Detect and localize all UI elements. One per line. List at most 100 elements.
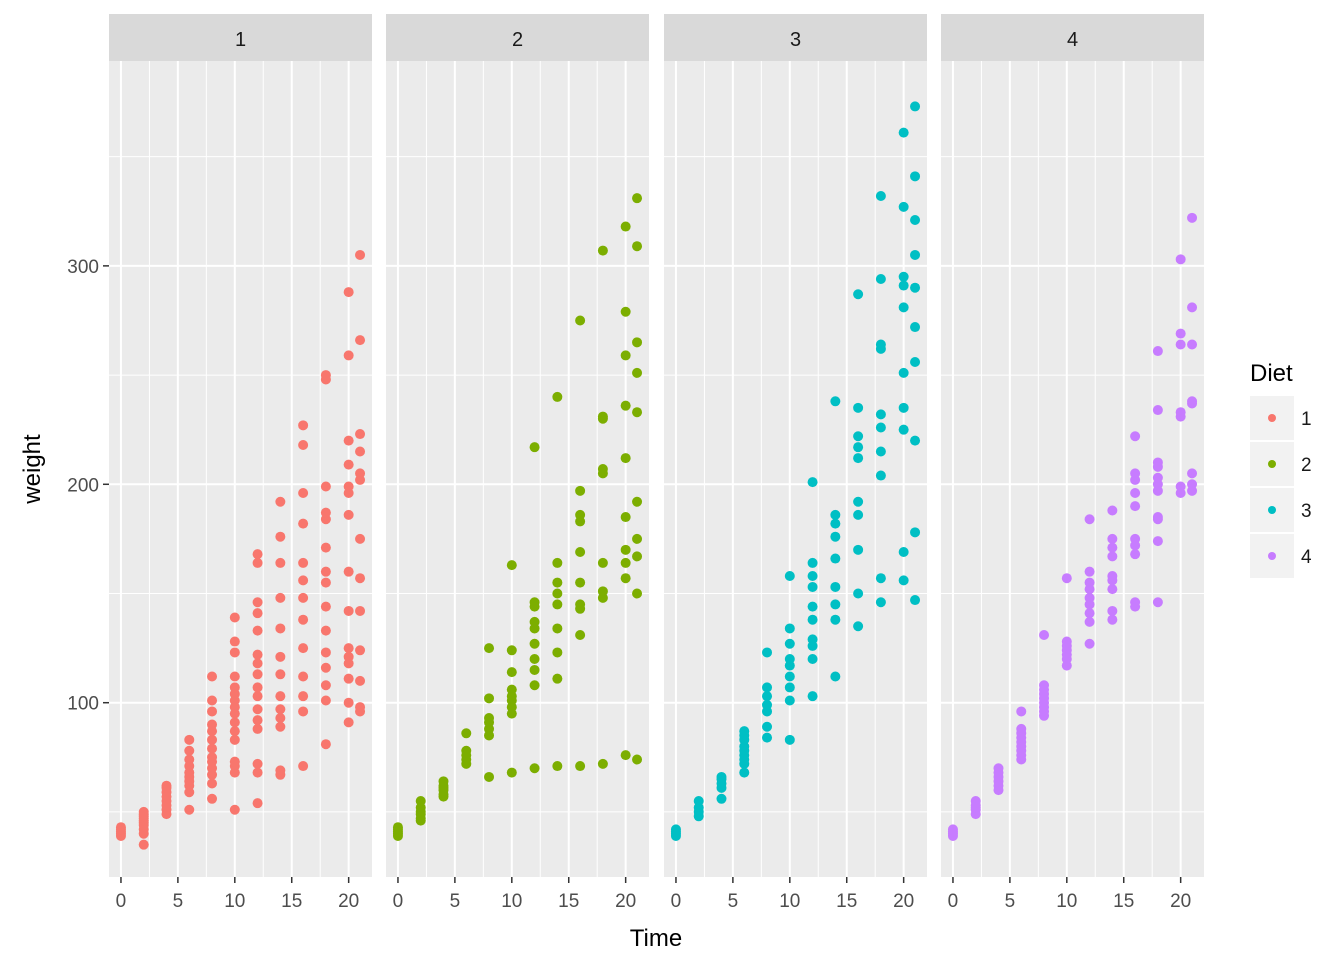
data-point xyxy=(484,643,495,654)
data-point xyxy=(632,551,643,562)
data-point xyxy=(716,793,727,804)
data-point xyxy=(1175,254,1186,265)
facet-strip-label: 4 xyxy=(1067,29,1078,51)
facet-panel-2: 2 xyxy=(386,14,649,877)
series-4-points xyxy=(947,212,1198,841)
data-point xyxy=(898,127,909,138)
data-point xyxy=(298,557,309,568)
y-tick-label: 100 xyxy=(67,694,99,715)
data-point xyxy=(343,435,354,446)
data-point xyxy=(320,601,331,612)
data-point xyxy=(1107,571,1118,582)
data-point xyxy=(1016,723,1027,734)
data-point xyxy=(320,370,331,381)
data-point xyxy=(597,758,608,769)
data-point xyxy=(529,664,540,675)
x-tick-label: 0 xyxy=(116,891,127,912)
x-tick-label: 10 xyxy=(224,891,245,912)
data-point xyxy=(853,453,864,464)
data-point xyxy=(1039,680,1050,691)
data-point xyxy=(484,712,495,723)
data-point xyxy=(898,271,909,282)
y-tick-label: 300 xyxy=(67,257,99,278)
data-point xyxy=(355,335,366,346)
data-point xyxy=(853,442,864,453)
x-tick-label: 5 xyxy=(173,891,184,912)
legend-label: 2 xyxy=(1301,455,1312,476)
x-tick-label: 5 xyxy=(1005,891,1016,912)
data-point xyxy=(252,625,263,636)
data-point xyxy=(993,763,1004,774)
data-point xyxy=(355,605,366,616)
x-tick-label: 0 xyxy=(671,891,682,912)
facet-strip xyxy=(386,14,649,61)
data-point xyxy=(784,638,795,649)
facet-strip xyxy=(941,14,1204,61)
data-point xyxy=(875,470,886,481)
data-point xyxy=(207,778,218,789)
data-point xyxy=(853,544,864,555)
data-point xyxy=(484,693,495,704)
data-point xyxy=(739,767,750,778)
data-point xyxy=(620,512,631,523)
data-point xyxy=(1107,584,1118,595)
data-point xyxy=(320,566,331,577)
legend-title: Diet xyxy=(1250,360,1293,387)
data-point xyxy=(506,667,517,678)
data-point xyxy=(355,429,366,440)
data-point xyxy=(597,411,608,422)
data-point xyxy=(853,496,864,507)
data-point xyxy=(910,435,921,446)
data-point xyxy=(229,682,240,693)
data-point xyxy=(252,649,263,660)
data-point xyxy=(252,597,263,608)
data-point xyxy=(1107,614,1118,625)
x-axis-title: Time xyxy=(630,925,682,952)
data-point xyxy=(1152,346,1163,357)
data-point xyxy=(298,691,309,702)
facet-panel-4: 4 xyxy=(941,14,1204,877)
data-point xyxy=(875,339,886,350)
facet-strip-label: 1 xyxy=(235,29,246,51)
x-tick-label: 10 xyxy=(779,891,800,912)
data-point xyxy=(461,745,472,756)
data-point xyxy=(1107,505,1118,516)
data-point xyxy=(1084,577,1095,588)
data-point xyxy=(784,654,795,665)
x-tick-label: 20 xyxy=(893,891,914,912)
data-point xyxy=(207,793,218,804)
data-point xyxy=(762,721,773,732)
legend-label: 4 xyxy=(1301,547,1312,568)
data-point xyxy=(252,758,263,769)
data-point xyxy=(632,337,643,348)
data-point xyxy=(552,557,563,568)
data-point xyxy=(252,798,263,809)
data-point xyxy=(575,509,586,520)
data-point xyxy=(552,599,563,610)
panel-background xyxy=(386,61,649,877)
x-tick-label: 20 xyxy=(1170,891,1191,912)
data-point xyxy=(620,221,631,232)
data-point xyxy=(898,424,909,435)
data-point xyxy=(1152,405,1163,416)
data-point xyxy=(184,804,195,815)
data-point xyxy=(575,629,586,640)
data-point xyxy=(875,273,886,284)
data-point xyxy=(298,761,309,772)
data-point xyxy=(506,560,517,571)
data-point xyxy=(229,734,240,745)
facet-strip xyxy=(109,14,372,61)
data-point xyxy=(1152,512,1163,523)
data-point xyxy=(910,215,921,226)
data-point xyxy=(830,671,841,682)
data-point xyxy=(320,542,331,553)
data-point xyxy=(597,464,608,474)
data-point xyxy=(355,468,366,479)
data-point xyxy=(807,477,818,488)
data-point xyxy=(632,588,643,599)
data-point xyxy=(320,695,331,706)
data-point xyxy=(620,557,631,568)
data-point xyxy=(1175,407,1186,418)
data-point xyxy=(529,638,540,649)
data-point xyxy=(947,824,958,835)
